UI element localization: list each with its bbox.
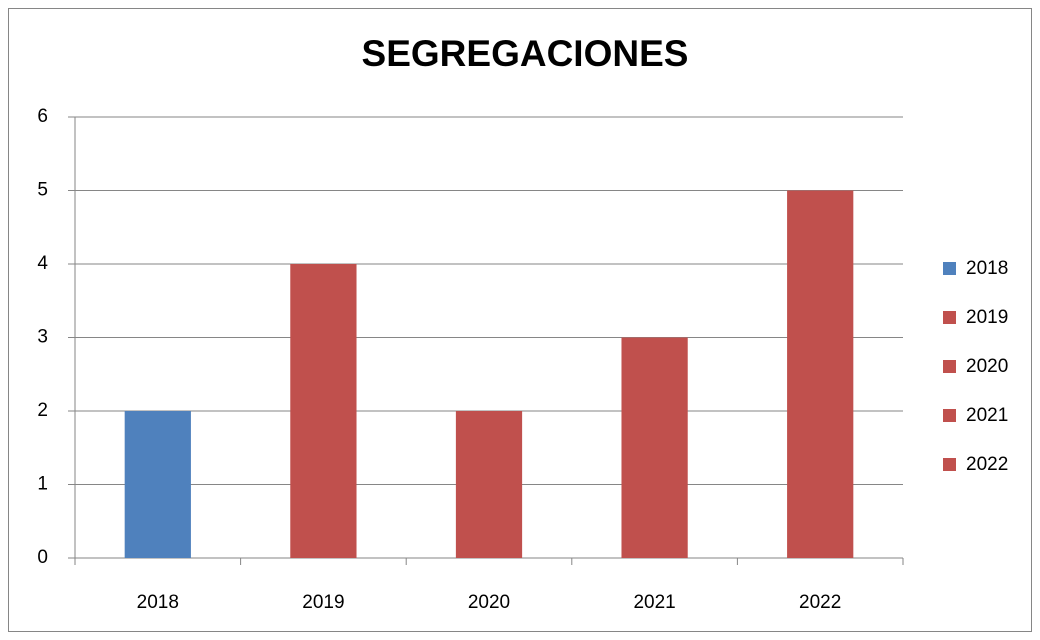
legend-label: 2018 [966, 258, 1008, 279]
bar [455, 411, 523, 558]
y-tick-label: 2 [37, 400, 48, 421]
y-tick-label: 1 [37, 474, 48, 495]
bar [621, 337, 688, 558]
x-tick-label: 2018 [137, 592, 179, 613]
legend-label: 2020 [966, 356, 1008, 377]
x-tick-label: 2020 [468, 592, 510, 613]
y-tick-label: 4 [37, 253, 48, 274]
bar [124, 411, 191, 558]
x-tick-label: 2021 [633, 592, 675, 613]
legend-swatch [943, 311, 956, 324]
y-tick-label: 5 [37, 180, 48, 201]
legend-label: 2019 [966, 307, 1008, 328]
legend-swatch [943, 409, 956, 422]
legend-swatch [943, 360, 956, 373]
chart-title: SEGREGACIONES [362, 33, 689, 74]
y-tick-label: 6 [37, 106, 48, 127]
x-tick-label: 2019 [302, 592, 344, 613]
y-tick-label: 0 [37, 547, 48, 568]
bar [787, 190, 854, 558]
legend-swatch [943, 262, 956, 275]
bar [290, 264, 357, 558]
x-tick-label: 2022 [799, 592, 841, 613]
y-tick-label: 3 [37, 327, 48, 348]
legend-swatch [943, 458, 956, 471]
legend-label: 2022 [966, 454, 1008, 475]
legend-label: 2021 [966, 405, 1008, 426]
